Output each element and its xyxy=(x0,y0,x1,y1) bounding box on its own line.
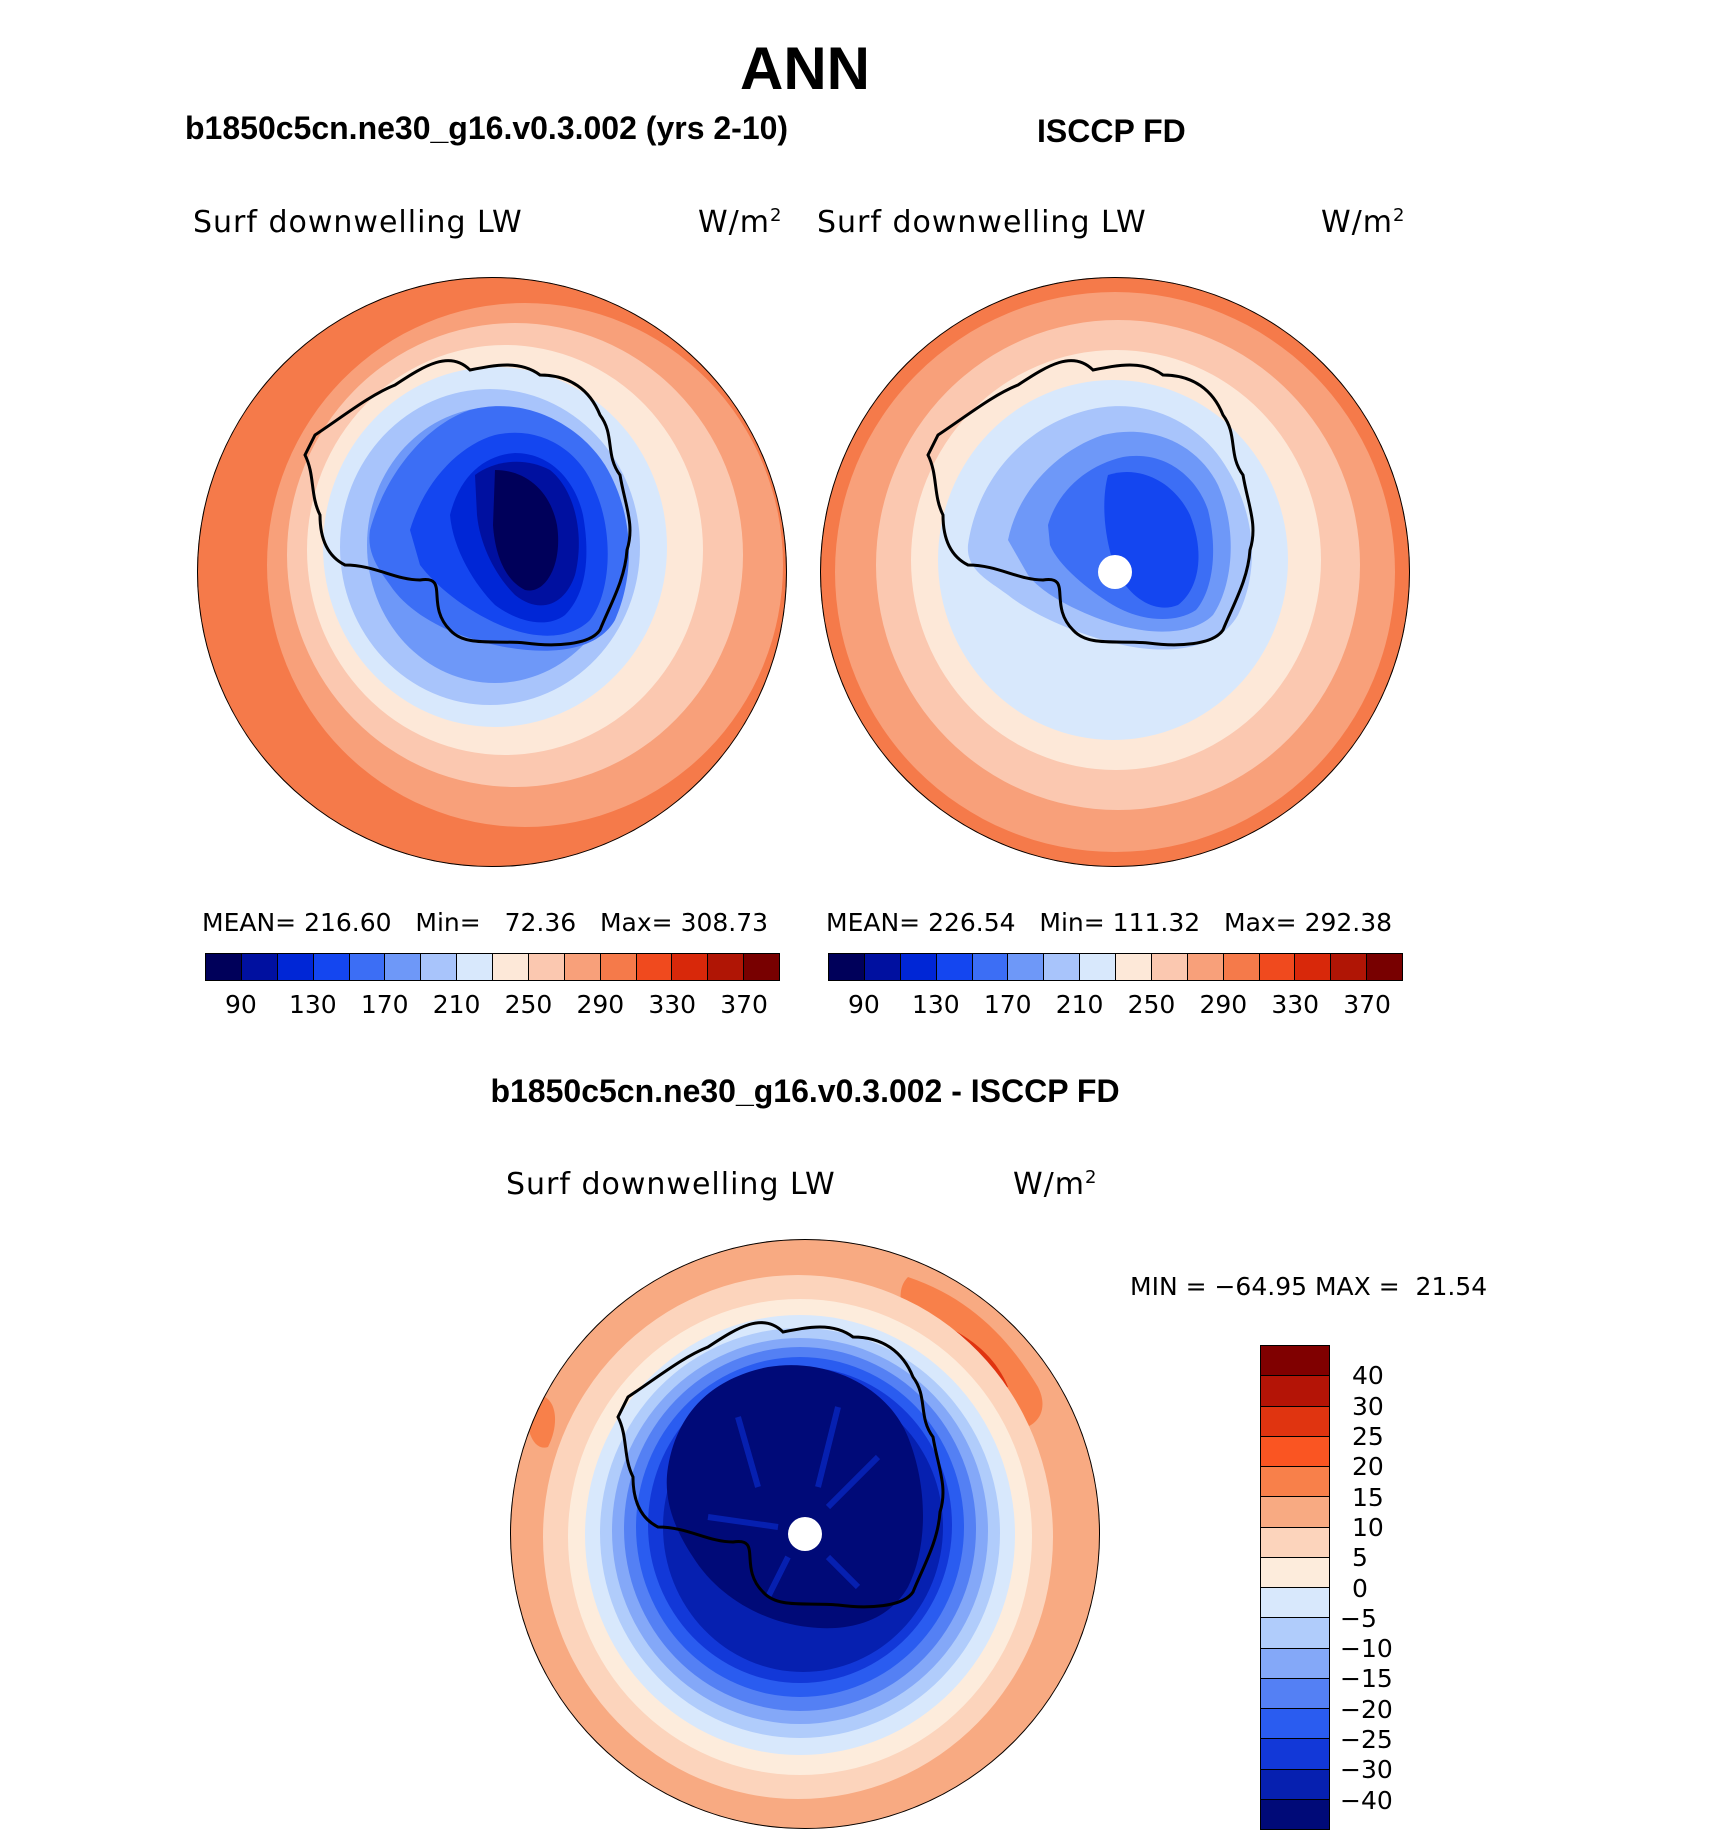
colorbar-tick-label: 250 xyxy=(1127,990,1176,1019)
colorbar-swatch xyxy=(421,954,458,980)
model-stats: MEAN= 216.60 Min= 72.36 Max= 308.73 xyxy=(202,908,769,937)
colorbar-tick-label: 40 xyxy=(1352,1361,1384,1391)
diff-colorbar xyxy=(1260,1345,1330,1830)
colorbar-swatch xyxy=(1261,1376,1329,1407)
colorbar-tick-label: −40 xyxy=(1340,1785,1393,1815)
colorbar-swatch xyxy=(1261,1557,1329,1588)
diff-variable-label: Surf downwelling LW xyxy=(506,1167,836,1202)
colorbar-swatch xyxy=(1367,954,1402,980)
diff-units-label: W/m2 xyxy=(1013,1167,1098,1202)
colorbar-tick-label: 290 xyxy=(1199,990,1248,1019)
colorbar-swatch xyxy=(1261,1406,1329,1437)
colorbar-tick-label: 90 xyxy=(848,990,880,1019)
colorbar-swatch xyxy=(864,954,901,980)
colorbar-swatch xyxy=(936,954,973,980)
colorbar-swatch xyxy=(829,954,865,980)
colorbar-tick-label: 330 xyxy=(648,990,697,1019)
colorbar-swatch xyxy=(1187,954,1224,980)
colorbar-tick-label: 130 xyxy=(911,990,960,1019)
right-variable-label: Surf downwelling LW xyxy=(817,205,1147,240)
colorbar-swatch xyxy=(1008,954,1045,980)
colorbar-tick-label: 25 xyxy=(1352,1421,1384,1451)
colorbar-swatch xyxy=(1261,1346,1329,1377)
colorbar-swatch xyxy=(1261,1497,1329,1528)
colorbar-swatch xyxy=(1261,1709,1329,1740)
colorbar-swatch xyxy=(1261,1467,1329,1498)
colorbar-tick-label: 130 xyxy=(288,990,337,1019)
colorbar-tick-label: 370 xyxy=(720,990,768,1019)
colorbar-tick-label: 210 xyxy=(432,990,481,1019)
colorbar-tick-label: 10 xyxy=(1352,1512,1384,1542)
colorbar-swatch xyxy=(385,954,422,980)
colorbar-swatch xyxy=(1261,1588,1329,1619)
colorbar-swatch xyxy=(457,954,493,980)
colorbar-swatch xyxy=(744,954,779,980)
colorbar-swatch xyxy=(1080,954,1116,980)
colorbar-tick-label: 170 xyxy=(360,990,409,1019)
colorbar-tick-label: −15 xyxy=(1340,1664,1393,1694)
colorbar-swatch xyxy=(1261,1739,1329,1770)
colorbar-tick-label: 290 xyxy=(576,990,625,1019)
colorbar-swatch xyxy=(1261,1527,1329,1558)
colorbar-swatch xyxy=(1331,954,1368,980)
obs-polar-map xyxy=(820,277,1410,867)
colorbar-swatch xyxy=(1261,1648,1329,1679)
colorbar-swatch xyxy=(241,954,278,980)
left-units-label: W/m2 xyxy=(698,205,783,240)
colorbar-swatch xyxy=(708,954,745,980)
colorbar-swatch xyxy=(1259,954,1296,980)
colorbar-tick-label: −30 xyxy=(1340,1755,1393,1785)
colorbar-tick-label: 210 xyxy=(1055,990,1104,1019)
colorbar-swatch xyxy=(1223,954,1260,980)
diff-polar-map xyxy=(510,1239,1100,1829)
colorbar-swatch xyxy=(972,954,1009,980)
colorbar-swatch xyxy=(1261,1618,1329,1649)
colorbar-swatch xyxy=(672,954,709,980)
obs-colorbar xyxy=(828,953,1403,981)
colorbar-tick-label: 170 xyxy=(983,990,1032,1019)
left-panel-heading: b1850c5cn.ne30_g16.v0.3.002 (yrs 2-10) xyxy=(185,110,789,146)
colorbar-tick-label: 5 xyxy=(1352,1543,1368,1573)
diff-minmax: MIN = −64.95 MAX = 21.54 xyxy=(1130,1272,1488,1301)
colorbar-swatch xyxy=(528,954,565,980)
colorbar-tick-label: 370 xyxy=(1343,990,1391,1019)
colorbar-swatch xyxy=(1261,1436,1329,1467)
model-colorbar xyxy=(205,953,780,981)
colorbar-tick-label: −20 xyxy=(1340,1694,1393,1724)
colorbar-tick-label: −10 xyxy=(1340,1634,1393,1664)
colorbar-swatch xyxy=(493,954,529,980)
colorbar-tick-label: −25 xyxy=(1340,1725,1393,1755)
right-units-label: W/m2 xyxy=(1321,205,1406,240)
colorbar-tick-label: 30 xyxy=(1352,1391,1384,1421)
colorbar-swatch xyxy=(277,954,314,980)
colorbar-tick-label: 0 xyxy=(1352,1573,1368,1603)
colorbar-swatch xyxy=(1151,954,1188,980)
colorbar-swatch xyxy=(1261,1799,1329,1829)
colorbar-swatch xyxy=(206,954,242,980)
colorbar-swatch xyxy=(1044,954,1081,980)
colorbar-swatch xyxy=(1295,954,1332,980)
colorbar-tick-label: 90 xyxy=(225,990,257,1019)
main-title: ANN xyxy=(740,35,870,102)
colorbar-tick-label: 20 xyxy=(1352,1452,1384,1482)
colorbar-swatch xyxy=(1261,1769,1329,1800)
colorbar-tick-label: −5 xyxy=(1340,1603,1377,1633)
model-polar-map xyxy=(197,277,787,867)
colorbar-swatch xyxy=(1116,954,1152,980)
obs-stats: MEAN= 226.54 Min= 111.32 Max= 292.38 xyxy=(826,908,1393,937)
left-variable-label: Surf downwelling LW xyxy=(193,205,523,240)
colorbar-tick-label: 250 xyxy=(504,990,553,1019)
colorbar-swatch xyxy=(600,954,637,980)
colorbar-swatch xyxy=(313,954,350,980)
colorbar-swatch xyxy=(1261,1678,1329,1709)
diff-heading: b1850c5cn.ne30_g16.v0.3.002 - ISCCP FD xyxy=(490,1073,1120,1109)
colorbar-tick-label: 330 xyxy=(1271,990,1320,1019)
colorbar-swatch xyxy=(349,954,386,980)
colorbar-tick-label: 15 xyxy=(1352,1482,1384,1512)
colorbar-swatch xyxy=(564,954,601,980)
colorbar-swatch xyxy=(636,954,673,980)
colorbar-swatch xyxy=(900,954,937,980)
right-panel-heading: ISCCP FD xyxy=(1037,113,1186,149)
